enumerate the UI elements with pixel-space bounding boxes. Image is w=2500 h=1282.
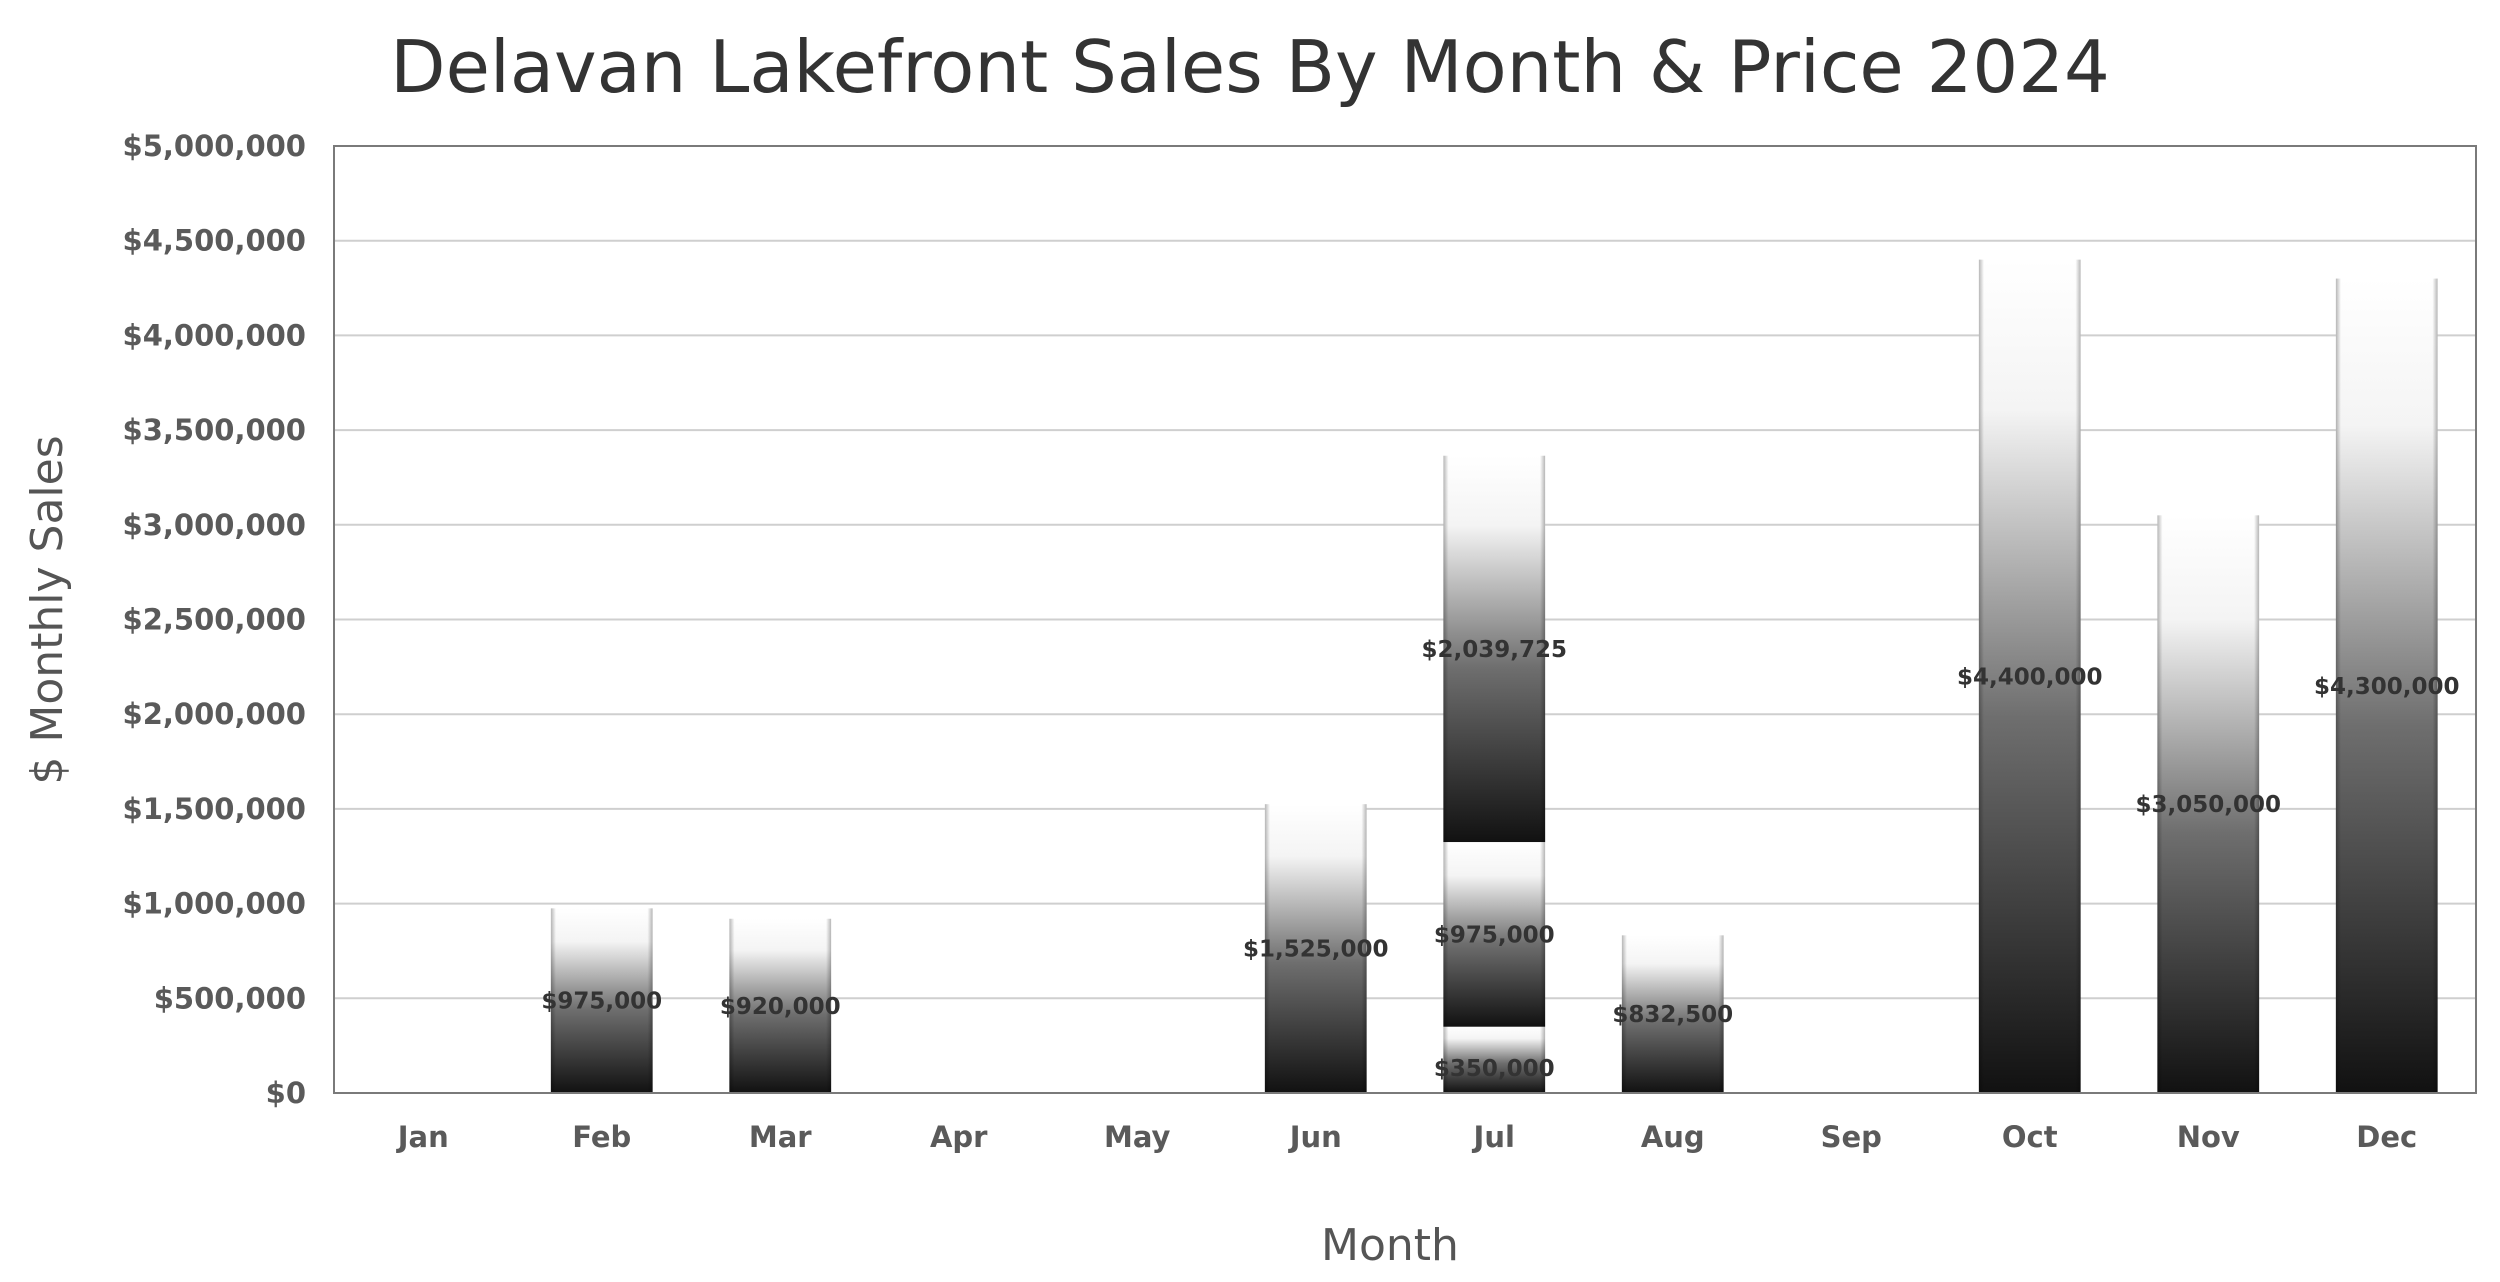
chart-title: Delavan Lakefront Sales By Month & Price… <box>390 25 2110 109</box>
x-tick-label: Apr <box>930 1120 988 1154</box>
bar-segment-shade <box>1978 259 2081 1093</box>
y-tick-label: $4,000,000 <box>123 318 306 352</box>
x-tick-label: Jul <box>1472 1120 1515 1154</box>
x-axis-ticks: Jan Feb Mar Apr May Jun Jul Aug Sep Oct Nov Dec <box>396 1120 2417 1154</box>
y-tick-label: $3,500,000 <box>123 413 306 447</box>
x-tick-label: Nov <box>2177 1120 2240 1154</box>
data-label: $975,000 <box>1434 922 1555 948</box>
data-labels: $975,000 $920,000 $1,525,000 $350,000 $832,5… <box>541 637 2459 1082</box>
x-tick-label: Jun <box>1288 1120 1342 1154</box>
x-tick-label: Oct <box>2002 1120 2058 1154</box>
bar-segment-shade <box>550 908 653 1093</box>
y-tick-label: $2,500,000 <box>123 603 306 637</box>
bars <box>550 259 2438 1094</box>
x-tick-label: Jan <box>396 1120 449 1154</box>
data-label: $4,300,000 <box>2314 674 2460 700</box>
bar-segment-shade <box>2157 515 2260 1093</box>
data-label: $1,525,000 <box>1243 937 1389 963</box>
data-label: $350,000 <box>1434 1056 1555 1082</box>
y-tick-label: $2,000,000 <box>123 697 306 731</box>
data-label: $3,050,000 <box>2135 792 2281 818</box>
bar-segment-shade <box>729 918 832 1093</box>
x-tick-label: Mar <box>749 1120 812 1154</box>
y-tick-label: $4,500,000 <box>123 224 306 258</box>
plot-area-border <box>333 145 2477 1094</box>
x-tick-label: Aug <box>1641 1120 1705 1154</box>
y-tick-label: $5,000,000 <box>123 129 306 163</box>
y-tick-label: $0 <box>266 1076 306 1110</box>
bar-segment-shade <box>1621 935 1724 1093</box>
x-tick-label: Feb <box>572 1120 631 1154</box>
x-axis-title: Month <box>1321 1220 1459 1271</box>
gridlines <box>334 239 2476 1000</box>
y-tick-label: $3,000,000 <box>123 508 306 542</box>
data-label: $975,000 <box>541 989 662 1015</box>
x-tick-label: May <box>1104 1120 1171 1154</box>
data-label: $832,500 <box>1612 1002 1733 1028</box>
y-axis-ticks: $0 $500,000 $1,000,000 $1,500,000 $2,000,000… <box>123 129 306 1110</box>
data-label: $920,000 <box>720 994 841 1020</box>
bar-segment-shade <box>1443 455 1546 843</box>
y-tick-label: $1,000,000 <box>123 887 306 921</box>
bar-segment-shade <box>1264 804 1367 1093</box>
bar-segment-shade <box>2335 278 2438 1094</box>
data-label: $2,039,725 <box>1421 637 1567 663</box>
y-axis-title: $ Monthly Sales <box>22 435 73 784</box>
bar-segment-shade <box>1443 1026 1546 1093</box>
y-tick-label: $1,500,000 <box>123 792 306 826</box>
y-tick-label: $500,000 <box>154 981 306 1015</box>
x-tick-label: Dec <box>2356 1120 2417 1154</box>
x-tick-label: Sep <box>1821 1120 1882 1154</box>
bar-segment-shade <box>1443 842 1546 1027</box>
data-label: $4,400,000 <box>1957 664 2103 690</box>
